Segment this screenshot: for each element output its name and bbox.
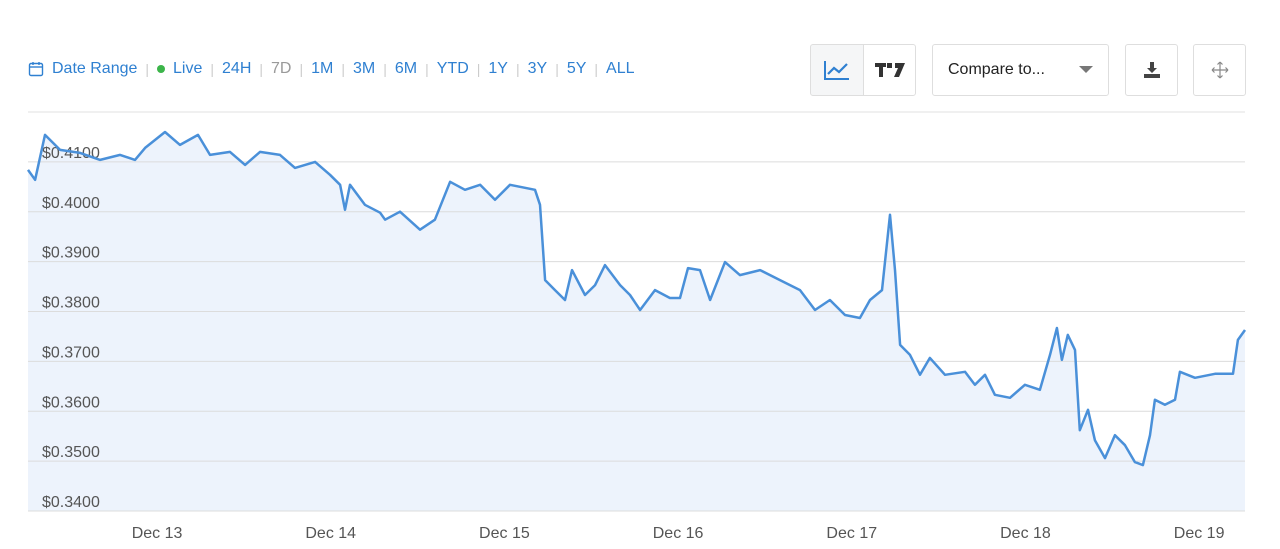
y-tick-label: $0.3500 (42, 444, 100, 461)
range-button[interactable]: YTD (436, 60, 469, 77)
live-button[interactable]: Live (173, 60, 203, 77)
range-toolbar: Date Range | Live | 24H | 7D | 1M | 3M | 6M | YTD | 1… (28, 58, 635, 80)
range-button[interactable]: ALL (606, 60, 635, 77)
y-tick-label: $0.3800 (42, 295, 100, 312)
download-button[interactable] (1125, 44, 1178, 96)
tradingview-button[interactable] (863, 44, 916, 96)
range-button[interactable]: 7D (271, 60, 292, 77)
x-tick-label: Dec 13 (132, 525, 183, 542)
range-button[interactable]: 5Y (566, 60, 587, 77)
calendar-icon (28, 62, 44, 77)
separator: | (515, 61, 520, 77)
line-chart-icon (824, 61, 849, 80)
fullscreen-button[interactable] (1193, 44, 1246, 96)
range-button[interactable]: 24H (222, 60, 252, 77)
separator: | (259, 61, 264, 77)
move-icon (1211, 61, 1228, 79)
y-tick-label: $0.3700 (42, 344, 100, 361)
y-tick-label: $0.4000 (42, 195, 100, 212)
separator: | (476, 61, 481, 77)
range-buttons: | 24H | 7D | 1M | 3M | 6M | YTD | 1Y | 3Y | 5Y | ALL (202, 60, 634, 78)
separator: | (555, 61, 559, 77)
x-tick-label: Dec 17 (826, 525, 877, 542)
range-button[interactable]: 6M (394, 60, 418, 77)
x-tick-label: Dec 19 (1174, 525, 1225, 542)
separator: | (425, 61, 429, 77)
y-tick-label: $0.3600 (42, 394, 100, 411)
separator: | (210, 61, 215, 77)
price-line (26, 130, 1247, 467)
separator: | (341, 61, 345, 77)
y-tick-label: $0.4100 (42, 145, 100, 162)
compare-dropdown[interactable]: Compare to... (932, 44, 1109, 96)
separator: | (299, 61, 304, 77)
live-dot (157, 65, 166, 73)
tradingview-icon (874, 63, 905, 77)
separator: | (594, 61, 599, 77)
date-range-button[interactable]: Date Range (52, 60, 138, 77)
range-button[interactable]: 1Y (488, 60, 508, 77)
line-chart-button[interactable] (810, 44, 864, 96)
separator: | (145, 61, 150, 77)
dropdown-caret (1079, 66, 1093, 73)
separator: | (383, 61, 387, 77)
x-tick-label: Dec 15 (479, 525, 530, 542)
download-icon (1143, 62, 1160, 78)
x-tick-label: Dec 16 (653, 525, 704, 542)
x-tick-label: Dec 18 (1000, 525, 1051, 542)
range-button[interactable]: 1M (311, 60, 334, 77)
y-tick-label: $0.3900 (42, 245, 100, 262)
range-button[interactable]: 3M (353, 60, 376, 77)
x-tick-label: Dec 14 (305, 525, 356, 542)
y-tick-label: $0.3400 (42, 494, 100, 511)
area-fill (28, 132, 1245, 511)
compare-label: Compare to... (948, 61, 1045, 78)
range-button[interactable]: 3Y (527, 60, 548, 77)
